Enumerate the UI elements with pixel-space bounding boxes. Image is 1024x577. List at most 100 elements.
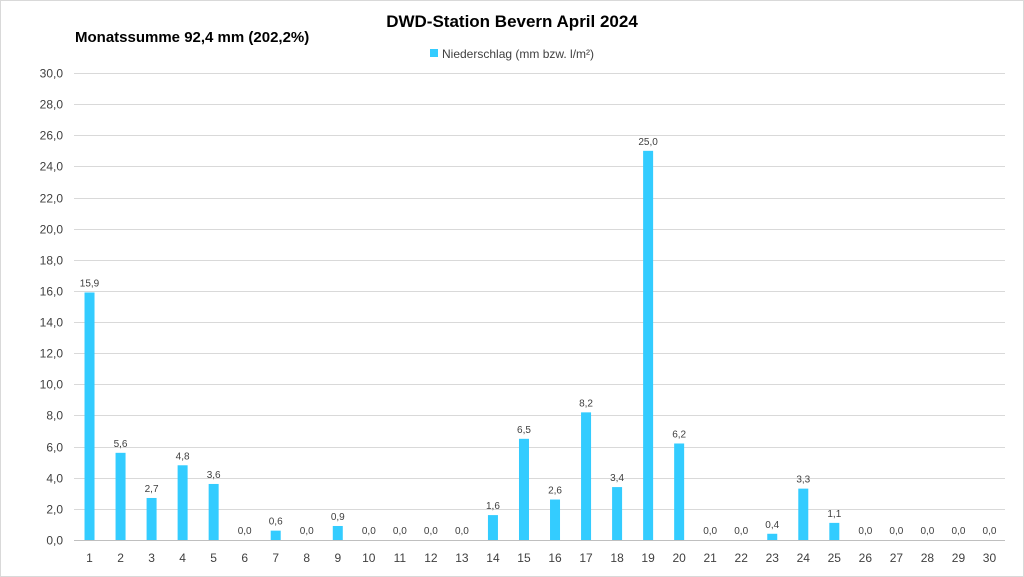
gridlines [74, 73, 1005, 510]
x-tick-label: 2 [117, 551, 124, 565]
x-tick-label: 22 [735, 551, 749, 565]
x-tick-label: 18 [610, 551, 624, 565]
data-label: 0,0 [300, 526, 314, 537]
data-label: 0,0 [889, 526, 903, 537]
x-tick-label: 26 [859, 551, 873, 565]
bar [518, 438, 529, 540]
data-labels: 15,9 5,6 2,7 4,8 3,6 0,0 0,6 0,0 0,9 0,0 0,0 0,0 0,0… [80, 137, 997, 537]
data-label: 1,1 [827, 509, 841, 520]
y-tick-label: 2,0 [46, 503, 63, 517]
x-tick-label: 6 [241, 551, 248, 565]
y-tick-label: 20,0 [40, 223, 64, 237]
y-tick-label: 22,0 [40, 192, 64, 206]
data-label: 0,6 [269, 517, 283, 528]
x-tick-label: 27 [890, 551, 904, 565]
data-label: 8,2 [579, 398, 593, 409]
bar [798, 488, 809, 540]
x-tick-label: 29 [952, 551, 966, 565]
x-tick-label: 10 [362, 551, 376, 565]
data-label: 2,6 [548, 486, 562, 497]
bar [674, 443, 685, 540]
y-axis-ticks: 0,0 2,0 4,0 6,0 8,0 10,0 12,0 14,0 16,0 18,0 20,0 2… [40, 67, 64, 548]
x-tick-label: 17 [579, 551, 593, 565]
data-label: 4,8 [176, 451, 190, 462]
bar [581, 412, 592, 540]
legend-swatch [430, 49, 438, 57]
bar [177, 465, 188, 540]
bar [612, 487, 623, 540]
data-label: 0,0 [983, 526, 997, 537]
bar [767, 533, 778, 540]
y-tick-label: 18,0 [40, 254, 64, 268]
data-label: 1,6 [486, 501, 500, 512]
data-label: 0,0 [362, 526, 376, 537]
legend: Niederschlag (mm bzw. l/m²) [430, 47, 594, 61]
x-tick-label: 4 [179, 551, 186, 565]
x-tick-label: 24 [797, 551, 811, 565]
data-label: 5,6 [114, 439, 128, 450]
y-tick-label: 24,0 [40, 160, 64, 174]
data-label: 0,0 [734, 526, 748, 537]
data-label: 0,0 [858, 526, 872, 537]
data-label: 6,2 [672, 429, 686, 440]
x-tick-label: 21 [704, 551, 718, 565]
y-tick-label: 6,0 [46, 441, 63, 455]
y-tick-label: 14,0 [40, 316, 64, 330]
data-label: 3,6 [207, 470, 221, 481]
x-tick-label: 19 [641, 551, 655, 565]
bar [829, 522, 840, 540]
data-label: 0,0 [238, 526, 252, 537]
bar [643, 150, 654, 541]
x-tick-label: 7 [272, 551, 279, 565]
data-label: 0,0 [920, 526, 934, 537]
x-tick-label: 23 [766, 551, 780, 565]
y-tick-label: 30,0 [40, 67, 64, 81]
bar [115, 452, 126, 540]
x-tick-label: 20 [672, 551, 686, 565]
data-label: 6,5 [517, 425, 531, 436]
x-tick-label: 1 [86, 551, 93, 565]
bar [208, 483, 219, 540]
y-tick-label: 10,0 [40, 378, 64, 392]
x-tick-label: 8 [303, 551, 310, 565]
data-label: 0,0 [424, 526, 438, 537]
x-tick-label: 11 [394, 551, 407, 565]
x-tick-label: 9 [334, 551, 341, 565]
bar [550, 499, 561, 540]
y-tick-label: 12,0 [40, 347, 64, 361]
y-tick-label: 4,0 [46, 472, 63, 486]
bar [270, 530, 281, 540]
data-label: 0,0 [393, 526, 407, 537]
bar [84, 292, 95, 540]
y-tick-label: 0,0 [46, 534, 63, 548]
bar [146, 497, 157, 540]
data-label: 0,0 [703, 526, 717, 537]
chart-title: DWD-Station Bevern April 2024 [386, 12, 638, 31]
bars [84, 150, 840, 541]
x-tick-label: 25 [828, 551, 842, 565]
data-label: 15,9 [80, 278, 100, 289]
data-label: 25,0 [638, 137, 658, 148]
y-tick-label: 28,0 [40, 98, 64, 112]
data-label: 2,7 [145, 484, 159, 495]
x-tick-label: 30 [983, 551, 997, 565]
x-tick-label: 13 [455, 551, 469, 565]
data-label: 0,0 [455, 526, 469, 537]
legend-label: Niederschlag (mm bzw. l/m²) [442, 47, 594, 61]
y-tick-label: 26,0 [40, 129, 64, 143]
x-tick-label: 28 [921, 551, 935, 565]
data-label: 0,0 [951, 526, 965, 537]
x-tick-label: 3 [148, 551, 155, 565]
x-tick-label: 12 [424, 551, 438, 565]
data-label: 0,9 [331, 512, 345, 523]
x-tick-label: 5 [210, 551, 217, 565]
monthly-summary: Monatssumme 92,4 mm (202,2%) [75, 29, 309, 46]
x-tick-label: 16 [548, 551, 562, 565]
data-label: 3,3 [796, 475, 810, 486]
bar [332, 525, 343, 540]
data-label: 0,4 [765, 520, 779, 531]
x-tick-label: 14 [486, 551, 500, 565]
x-tick-label: 15 [517, 551, 531, 565]
